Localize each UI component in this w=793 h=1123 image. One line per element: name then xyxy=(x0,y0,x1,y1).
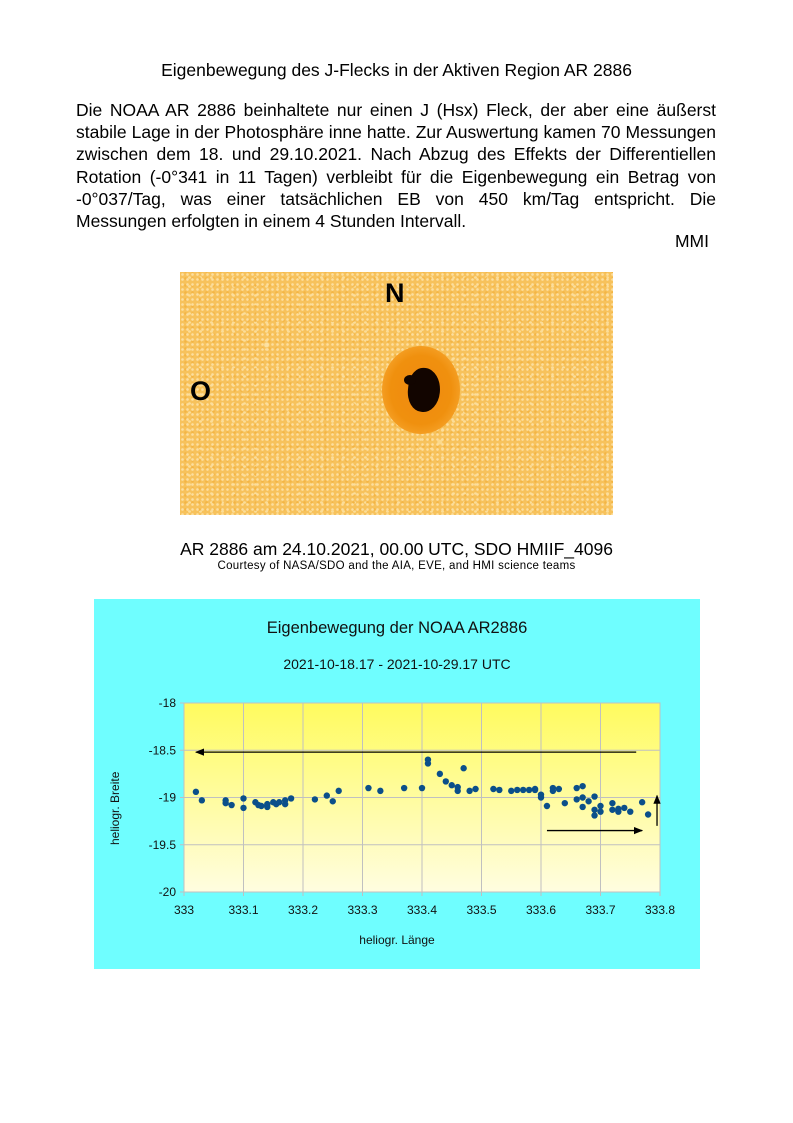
data-point xyxy=(472,785,479,793)
chart-title: Eigenbewegung der NOAA AR2886 xyxy=(266,619,528,637)
data-point xyxy=(609,806,616,813)
y-tick-label: -18 xyxy=(159,696,177,710)
x-tick-label: 333.3 xyxy=(347,903,377,917)
x-tick-label: 333.2 xyxy=(288,903,318,917)
data-point xyxy=(258,802,265,810)
east-label: O xyxy=(190,376,212,406)
data-point xyxy=(549,787,557,795)
data-point xyxy=(525,786,533,794)
data-point xyxy=(531,786,539,794)
data-point xyxy=(609,799,616,807)
data-point xyxy=(454,787,461,795)
data-point xyxy=(591,793,598,800)
data-point xyxy=(311,796,319,803)
image-credit: Courtesy of NASA/SDO and the AIA, EVE, a… xyxy=(217,560,576,572)
data-point xyxy=(222,799,229,807)
data-point xyxy=(436,770,444,778)
data-point xyxy=(424,760,432,767)
x-tick-label: 333.8 xyxy=(645,903,675,917)
data-point xyxy=(192,788,200,796)
data-point xyxy=(240,804,247,812)
data-point xyxy=(561,799,568,807)
data-point xyxy=(264,800,271,808)
x-tick-label: 333.7 xyxy=(585,903,615,917)
data-point xyxy=(418,784,426,792)
x-tick-label: 333.1 xyxy=(228,903,258,917)
y-tick-label: -18.5 xyxy=(149,743,177,757)
data-point xyxy=(519,786,527,794)
y-axis-label: heliogr. Breite xyxy=(108,771,122,845)
data-point xyxy=(579,803,586,811)
sunspot-image: N O xyxy=(180,272,613,515)
data-point xyxy=(597,802,604,810)
author-signature: MMI xyxy=(674,231,709,251)
y-tick-label: -20 xyxy=(159,885,177,899)
data-point xyxy=(276,799,283,806)
data-point xyxy=(514,786,521,794)
data-point xyxy=(579,782,586,790)
data-point xyxy=(377,787,384,795)
data-point xyxy=(490,785,497,793)
description-paragraph: Die NOAA AR 2886 beinhaltete nur einen J… xyxy=(76,100,716,232)
data-point xyxy=(537,794,545,801)
data-point xyxy=(555,785,563,793)
data-point xyxy=(442,778,449,785)
chart-plot: 333 333.1 333.2 333.3 333.4 333.5 333.6 333.7 33… xyxy=(149,696,676,917)
data-point xyxy=(323,792,330,799)
data-point xyxy=(329,798,336,805)
data-point xyxy=(400,784,408,792)
data-point xyxy=(638,799,646,806)
x-tick-label: 333.4 xyxy=(407,903,437,917)
data-point xyxy=(508,787,515,795)
x-tick-label: 333 xyxy=(174,903,194,917)
data-point xyxy=(615,805,622,813)
data-point xyxy=(621,804,628,812)
proper-motion-chart: Eigenbewegung der NOAA AR2886 2021-10-18… xyxy=(94,599,700,969)
data-point xyxy=(287,795,295,802)
data-point xyxy=(644,811,652,818)
data-point xyxy=(591,806,598,813)
data-point xyxy=(448,782,455,789)
data-point xyxy=(585,798,592,805)
data-point xyxy=(597,808,604,815)
data-point xyxy=(496,786,503,794)
image-caption: AR 2886 am 24.10.2021, 00.00 UTC, SDO HM… xyxy=(180,539,613,559)
x-axis-label: heliogr. Länge xyxy=(359,933,435,947)
data-point xyxy=(543,802,551,810)
data-point xyxy=(198,797,206,804)
data-point xyxy=(365,784,372,792)
chart-subtitle: 2021-10-18.17 - 2021-10-29.17 UTC xyxy=(283,656,511,672)
data-point xyxy=(579,794,586,801)
data-point xyxy=(573,784,580,792)
data-point xyxy=(460,765,467,772)
y-tick-label: -19 xyxy=(159,791,177,805)
data-point xyxy=(281,797,289,804)
data-point xyxy=(591,812,598,819)
x-tick-label: 333.5 xyxy=(466,903,496,917)
data-point xyxy=(627,808,634,815)
data-point xyxy=(228,801,235,809)
x-tick-label: 333.6 xyxy=(526,903,556,917)
data-point xyxy=(335,787,342,795)
document-title: Eigenbewegung des J-Flecks in der Aktive… xyxy=(161,60,632,80)
north-label: N xyxy=(385,278,405,308)
y-tick-label: -19.5 xyxy=(149,838,177,852)
sunspot-umbra-fragment xyxy=(404,375,416,385)
data-point xyxy=(240,795,247,802)
data-point xyxy=(466,787,473,795)
data-point xyxy=(573,796,580,803)
